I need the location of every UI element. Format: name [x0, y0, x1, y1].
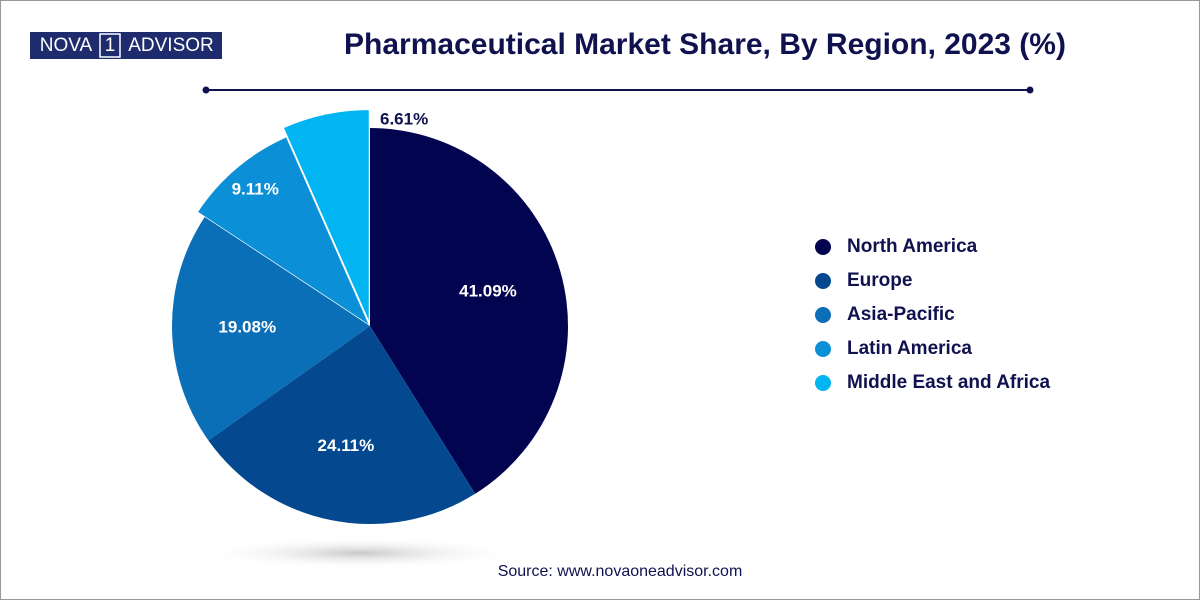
legend-marker [815, 273, 831, 289]
value-label: 19.08% [218, 317, 276, 336]
legend-marker [815, 307, 831, 323]
logo-text: NOVA [40, 35, 93, 56]
pie-slice [208, 326, 476, 524]
shadow [200, 537, 520, 569]
legend-label: Middle East and Africa [847, 372, 1050, 393]
legend-marker [815, 341, 831, 357]
rule-dot [1026, 86, 1034, 94]
value-label: 6.61% [380, 109, 428, 128]
logo: NOVA 1 ADVISOR [30, 32, 222, 59]
legend-label: Latin America [847, 338, 972, 359]
value-label: 9.11% [232, 180, 279, 199]
logo-text: ADVISOR [128, 35, 214, 56]
logo-box [30, 32, 222, 59]
legend-label: Europe [847, 270, 912, 291]
value-label: 41.09% [459, 282, 517, 301]
pie-slice [198, 137, 369, 325]
pie-slice [284, 110, 369, 321]
legend-label: North America [847, 236, 978, 257]
rule-dot [202, 86, 210, 94]
logo-text: 1 [105, 35, 116, 56]
legend-label: Asia-Pacific [847, 304, 955, 325]
logo-mark-box [99, 33, 121, 58]
legend-marker [815, 239, 831, 255]
source: Source: www.novaoneadvisor.com [498, 563, 743, 580]
pie-slice [171, 216, 370, 441]
chart-title: Pharmaceutical Market Share, By Region, … [344, 28, 1066, 61]
pie-slice [370, 128, 568, 494]
value-label: 24.11% [318, 436, 375, 455]
legend-marker [815, 375, 831, 391]
